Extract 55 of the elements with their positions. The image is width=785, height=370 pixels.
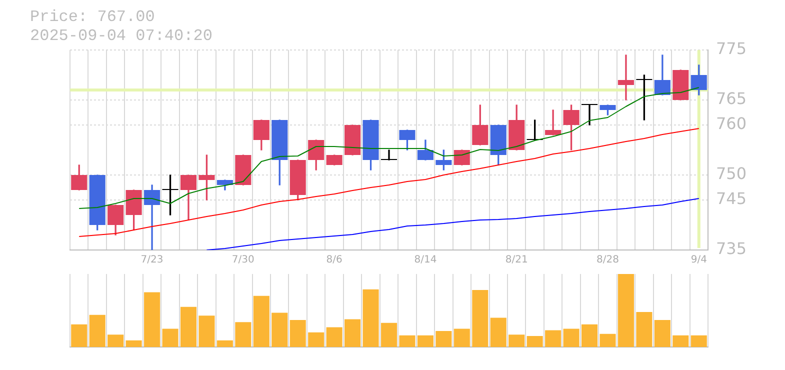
bar: [490, 318, 506, 347]
bar: [126, 340, 142, 347]
y-tick-label: 775: [716, 39, 747, 58]
bar: [399, 335, 416, 347]
candlestick: [380, 150, 398, 160]
y-tick-label: 745: [716, 189, 747, 208]
bar: [563, 328, 580, 347]
bar: [198, 316, 215, 347]
bar: [600, 334, 616, 347]
bar: [508, 334, 525, 347]
y-tick-label: 735: [716, 239, 747, 258]
bar: [308, 332, 324, 347]
bar: [362, 289, 379, 347]
bar: [71, 324, 88, 347]
bar: [618, 274, 634, 347]
bar: [526, 336, 543, 347]
bar: [89, 314, 106, 347]
x-tick-label: 8/6: [326, 254, 342, 266]
candlestick: [144, 184, 160, 250]
bar: [472, 290, 488, 347]
x-tick-label: 7/30: [232, 254, 254, 266]
x-tick-label: 9/4: [690, 254, 707, 266]
bar: [253, 296, 270, 347]
bar: [636, 312, 652, 347]
y-tick-label: 750: [716, 164, 747, 184]
bar: [380, 322, 398, 347]
bar: [235, 322, 252, 347]
y-tick-label: 765: [716, 89, 747, 108]
bar: [654, 320, 670, 347]
x-tick-label: 8/14: [414, 254, 437, 266]
bar: [545, 330, 562, 347]
bar: [672, 335, 689, 347]
bar: [162, 328, 178, 347]
bar: [344, 319, 361, 347]
candlestick: [581, 104, 598, 126]
bar: [108, 334, 124, 347]
x-tick-label: 7/23: [140, 254, 164, 266]
bar: [272, 312, 288, 347]
bar: [326, 327, 342, 347]
candlestick: [618, 54, 634, 100]
bar: [690, 335, 707, 347]
x-tick-label: 8/21: [505, 254, 528, 266]
bar: [436, 330, 452, 347]
bar: [581, 324, 598, 347]
chart-subtitle: 2025-09-04 07:40:20: [30, 27, 212, 46]
bar: [417, 335, 434, 347]
bar: [216, 340, 233, 347]
chart-title: Price: 767.00: [30, 8, 156, 27]
bar: [290, 320, 306, 347]
candlestick: [545, 110, 562, 136]
bar: [180, 306, 197, 347]
bar: [454, 328, 470, 347]
x-tick-label: 8/28: [596, 254, 619, 266]
y-tick-label: 760: [716, 114, 747, 134]
bar: [144, 292, 160, 347]
